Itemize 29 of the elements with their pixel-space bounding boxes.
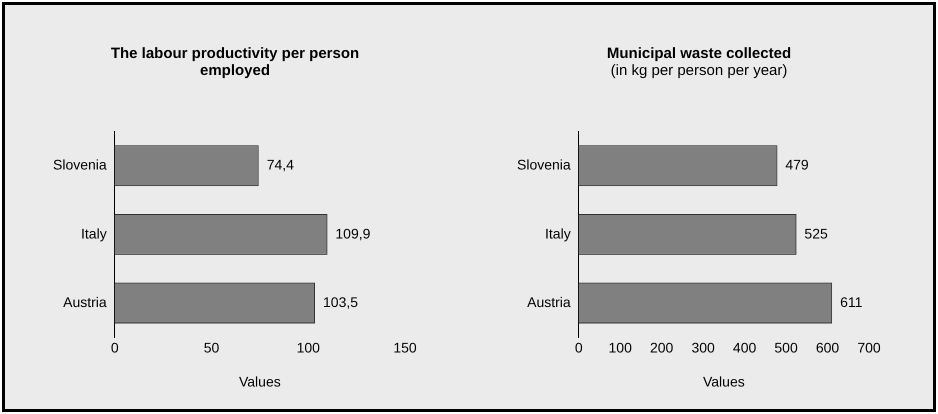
chart-subtitle: (in kg per person per year) [610,62,788,79]
x-tick-label: 200 [650,340,674,356]
x-tick-label: 400 [732,340,756,356]
chart-title: Municipal waste collected [606,45,792,62]
y-tick-label: Italy [81,225,107,242]
x-tick-label: 500 [774,340,798,356]
x-tick-label: 600 [816,340,840,356]
y-tick-label: Austria [63,294,107,310]
x-tick-label: 0 [110,340,119,356]
x-tick-label: 300 [691,340,716,356]
data-label: 103,5 [323,294,358,310]
x-axis-title: Values [702,373,745,390]
data-label: 479 [785,156,809,173]
data-label: 109,9 [335,225,371,242]
x-tick-label: 100 [296,340,320,356]
y-tick-label: Slovenia [517,156,571,173]
x-tick-label: 50 [204,340,220,356]
x-tick-label: 0 [574,340,583,356]
y-tick-label: Slovenia [53,156,107,173]
x-axis-title: Values [238,373,281,390]
chart-title: The labour productivity per person employed [110,45,360,79]
data-label: 611 [840,294,863,310]
x-tick-label: 700 [857,340,881,356]
data-label: 74,4 [266,156,294,173]
x-tick-label: 100 [608,340,632,356]
x-tick-label: 150 [393,340,417,356]
y-tick-label: Italy [545,225,571,242]
data-label: 525 [804,225,828,242]
y-tick-label: Austria [527,294,571,310]
